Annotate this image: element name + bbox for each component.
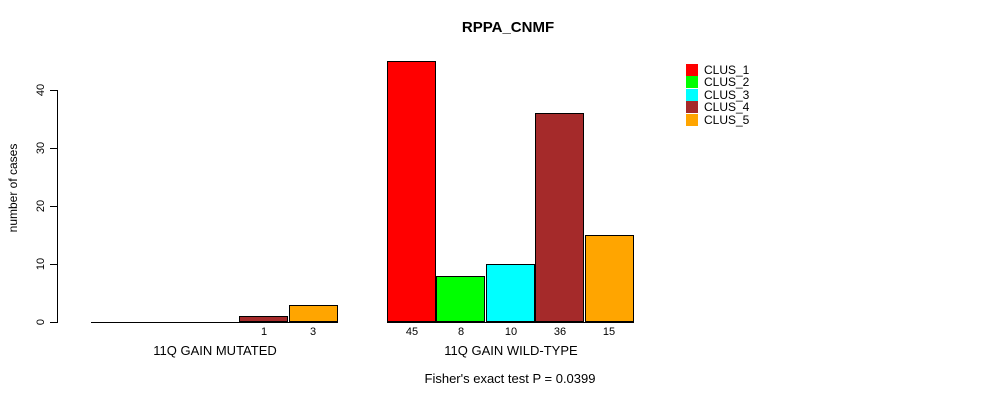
bar-value-label: 10: [504, 326, 518, 338]
y-tick-label: 30: [35, 141, 47, 155]
bar-value-label: 45: [405, 326, 419, 338]
bar-clus_4-group1: [239, 316, 288, 322]
legend-swatch-clus_5: [686, 114, 698, 126]
bar-value-label: 3: [309, 326, 317, 338]
y-axis-label: number of cases: [6, 143, 20, 233]
legend-swatch-clus_2: [686, 76, 698, 88]
chart-title: RPPA_CNMF: [461, 19, 555, 36]
bar-clus_2-group2: [436, 276, 485, 322]
y-tick: [50, 264, 57, 265]
group-label-1: 11Q GAIN MUTATED: [153, 343, 277, 358]
bar-clus_3-group2: [486, 264, 535, 322]
legend-swatch-clus_3: [686, 89, 698, 101]
bar-value-label: 1: [260, 326, 268, 338]
legend-row-clus_4: CLUS_4: [686, 101, 749, 113]
y-tick-label: 40: [35, 83, 47, 97]
legend-swatch-clus_1: [686, 64, 698, 76]
bar-value-label: 15: [602, 326, 616, 338]
legend-swatch-clus_4: [686, 101, 698, 113]
legend-label: CLUS_5: [704, 113, 750, 127]
y-tick-label: 10: [35, 257, 47, 271]
y-tick: [50, 206, 57, 207]
y-tick-label: 0: [35, 318, 47, 326]
y-tick: [50, 90, 57, 91]
bar-clus_5-group1: [289, 305, 338, 322]
y-tick-label: 20: [35, 199, 47, 213]
bar-clus_5-group2: [585, 235, 634, 322]
legend-label: CLUS_4: [704, 100, 750, 114]
legend-label: CLUS_3: [704, 88, 750, 102]
legend-row-clus_5: CLUS_5: [686, 114, 749, 126]
bar-clus_1-group2: [387, 61, 436, 322]
legend-row-clus_1: CLUS_1: [686, 64, 749, 76]
legend-label: CLUS_2: [704, 75, 750, 89]
group-label-2: 11Q GAIN WILD-TYPE: [444, 343, 578, 358]
y-tick: [50, 148, 57, 149]
bar-value-label: 36: [553, 326, 567, 338]
legend-row-clus_3: CLUS_3: [686, 89, 749, 101]
fisher-test-annotation: Fisher's exact test P = 0.0399: [424, 371, 596, 386]
y-tick: [50, 322, 57, 323]
bar-clus_4-group2: [535, 113, 584, 322]
legend-row-clus_2: CLUS_2: [686, 76, 749, 88]
bar-value-label: 8: [457, 326, 465, 338]
y-axis-line: [57, 90, 58, 323]
group-baseline: [387, 322, 634, 323]
group-baseline: [91, 322, 338, 323]
legend-label: CLUS_1: [704, 63, 750, 77]
